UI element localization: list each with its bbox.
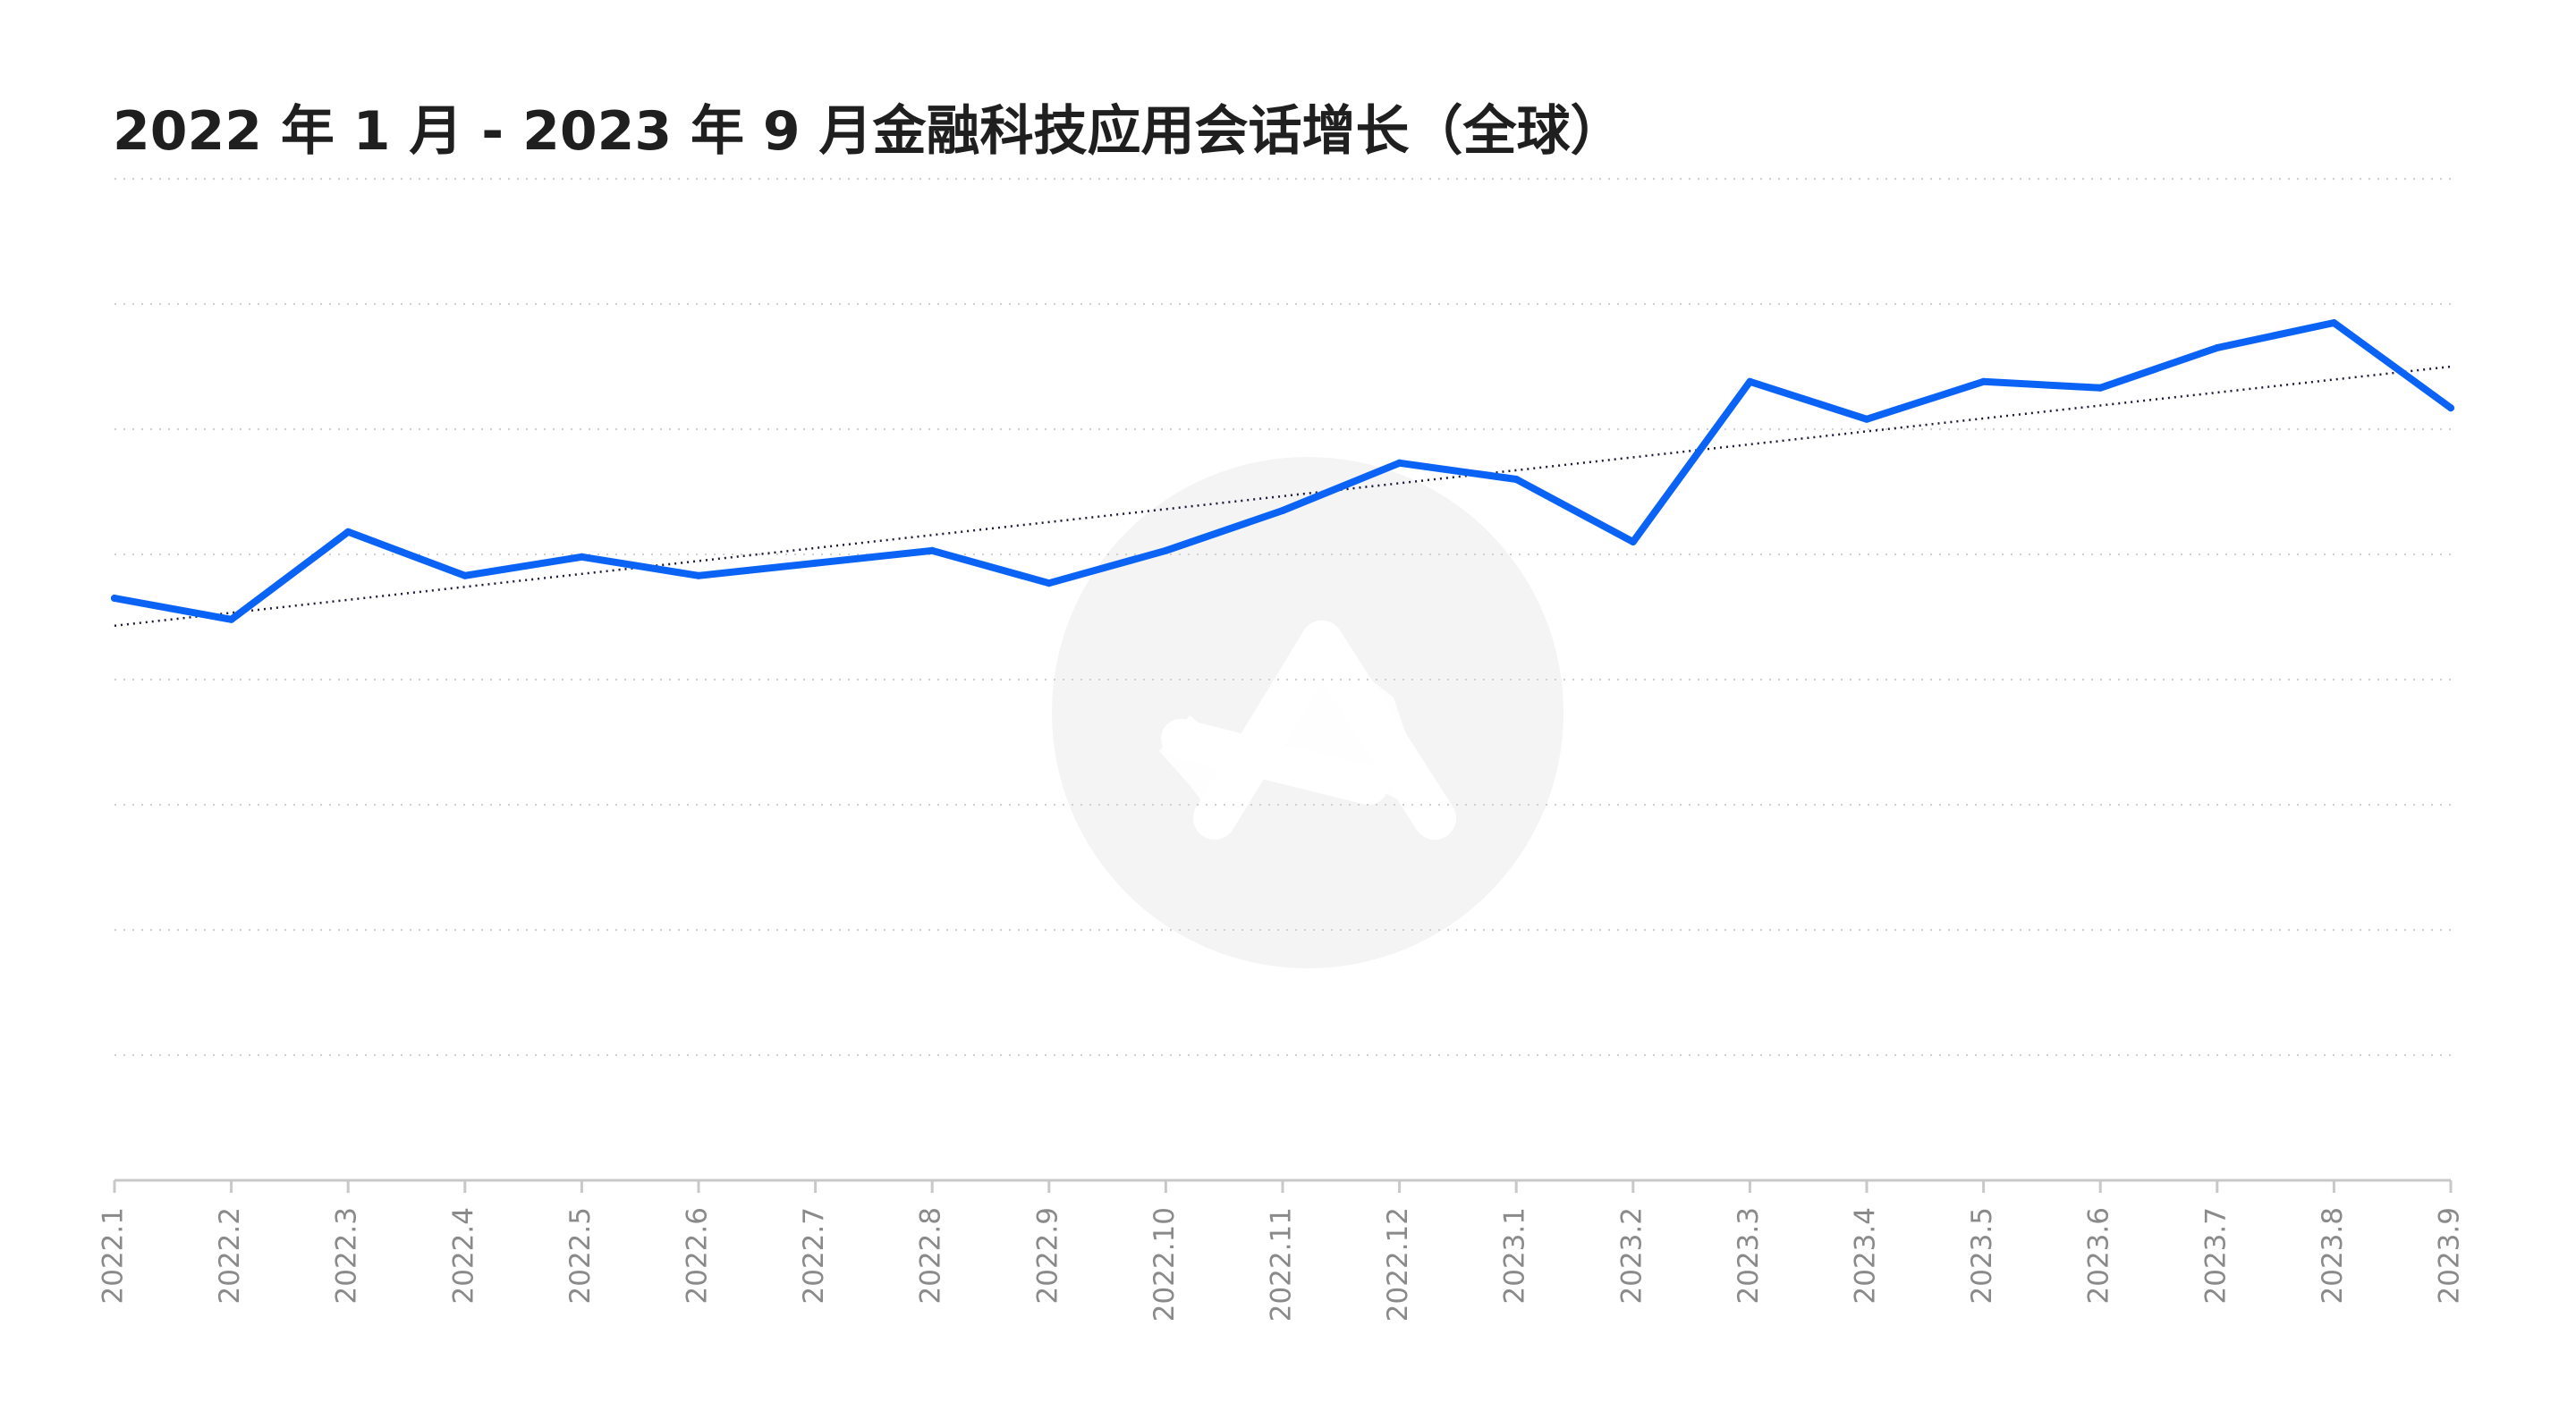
data-point-2022.8 <box>928 546 936 554</box>
x-tick-label: 2023.7 <box>2199 1207 2232 1304</box>
data-point-2022.2 <box>227 615 235 623</box>
x-tick-label: 2023.6 <box>2083 1207 2115 1304</box>
data-point-2023.9 <box>2447 404 2454 412</box>
x-tick-label: 2022.7 <box>798 1207 830 1304</box>
x-tick-label: 2023.2 <box>1615 1207 1648 1304</box>
x-tick-label: 2022.1 <box>97 1207 130 1304</box>
data-point-2022.5 <box>578 553 586 561</box>
data-point-2023.3 <box>1746 377 1754 385</box>
data-point-2023.5 <box>1979 377 1987 385</box>
data-point-2023.1 <box>1513 476 1521 483</box>
x-tick-label: 2022.2 <box>214 1207 246 1304</box>
x-tick-label: 2022.10 <box>1148 1207 1181 1322</box>
data-point-2022.7 <box>811 559 819 567</box>
data-point-2023.4 <box>1863 415 1870 423</box>
data-point-2023.6 <box>2097 384 2105 392</box>
x-tick-label: 2022.4 <box>447 1207 479 1304</box>
x-tick-label: 2022.3 <box>331 1207 363 1304</box>
x-tick-label: 2022.5 <box>564 1207 597 1304</box>
x-tick-label: 2023.1 <box>1499 1207 1531 1304</box>
x-tick-label: 2023.3 <box>1733 1207 1765 1304</box>
x-tick-label: 2023.8 <box>2317 1207 2349 1304</box>
x-tick-label: 2022.6 <box>682 1207 714 1304</box>
data-point-2023.7 <box>2213 344 2221 351</box>
x-tick-label: 2022.9 <box>1031 1207 1063 1304</box>
x-tick-label: 2022.11 <box>1266 1207 1298 1322</box>
data-point-2022.6 <box>695 571 702 579</box>
x-tick-label: 2022.8 <box>915 1207 947 1304</box>
x-tick-label: 2023.9 <box>2434 1207 2466 1304</box>
data-point-2022.1 <box>111 595 118 602</box>
data-point-2022.10 <box>1162 546 1170 554</box>
data-point-2022.12 <box>1395 459 1403 467</box>
x-tick-label: 2022.12 <box>1382 1207 1414 1322</box>
series-line <box>111 319 2454 623</box>
data-point-2022.3 <box>344 528 352 536</box>
watermark-logo <box>1052 457 1563 968</box>
x-tick-label: 2023.5 <box>1966 1207 1998 1304</box>
data-point-2022.11 <box>1279 507 1286 514</box>
data-point-2022.9 <box>1045 579 1053 587</box>
chart-title: 2022 年 1 月 - 2023 年 9 月金融科技应用会话增长（全球） <box>113 100 1624 163</box>
x-axis: 2022.1 2022.2 2022.3 2022.4 2022.5 2022.6 2022… <box>97 1179 2466 1322</box>
x-tick-label: 2023.4 <box>1850 1207 1882 1304</box>
data-point-2023.8 <box>2330 319 2338 326</box>
data-point-2023.2 <box>1629 538 1637 545</box>
data-point-2022.4 <box>461 571 469 579</box>
